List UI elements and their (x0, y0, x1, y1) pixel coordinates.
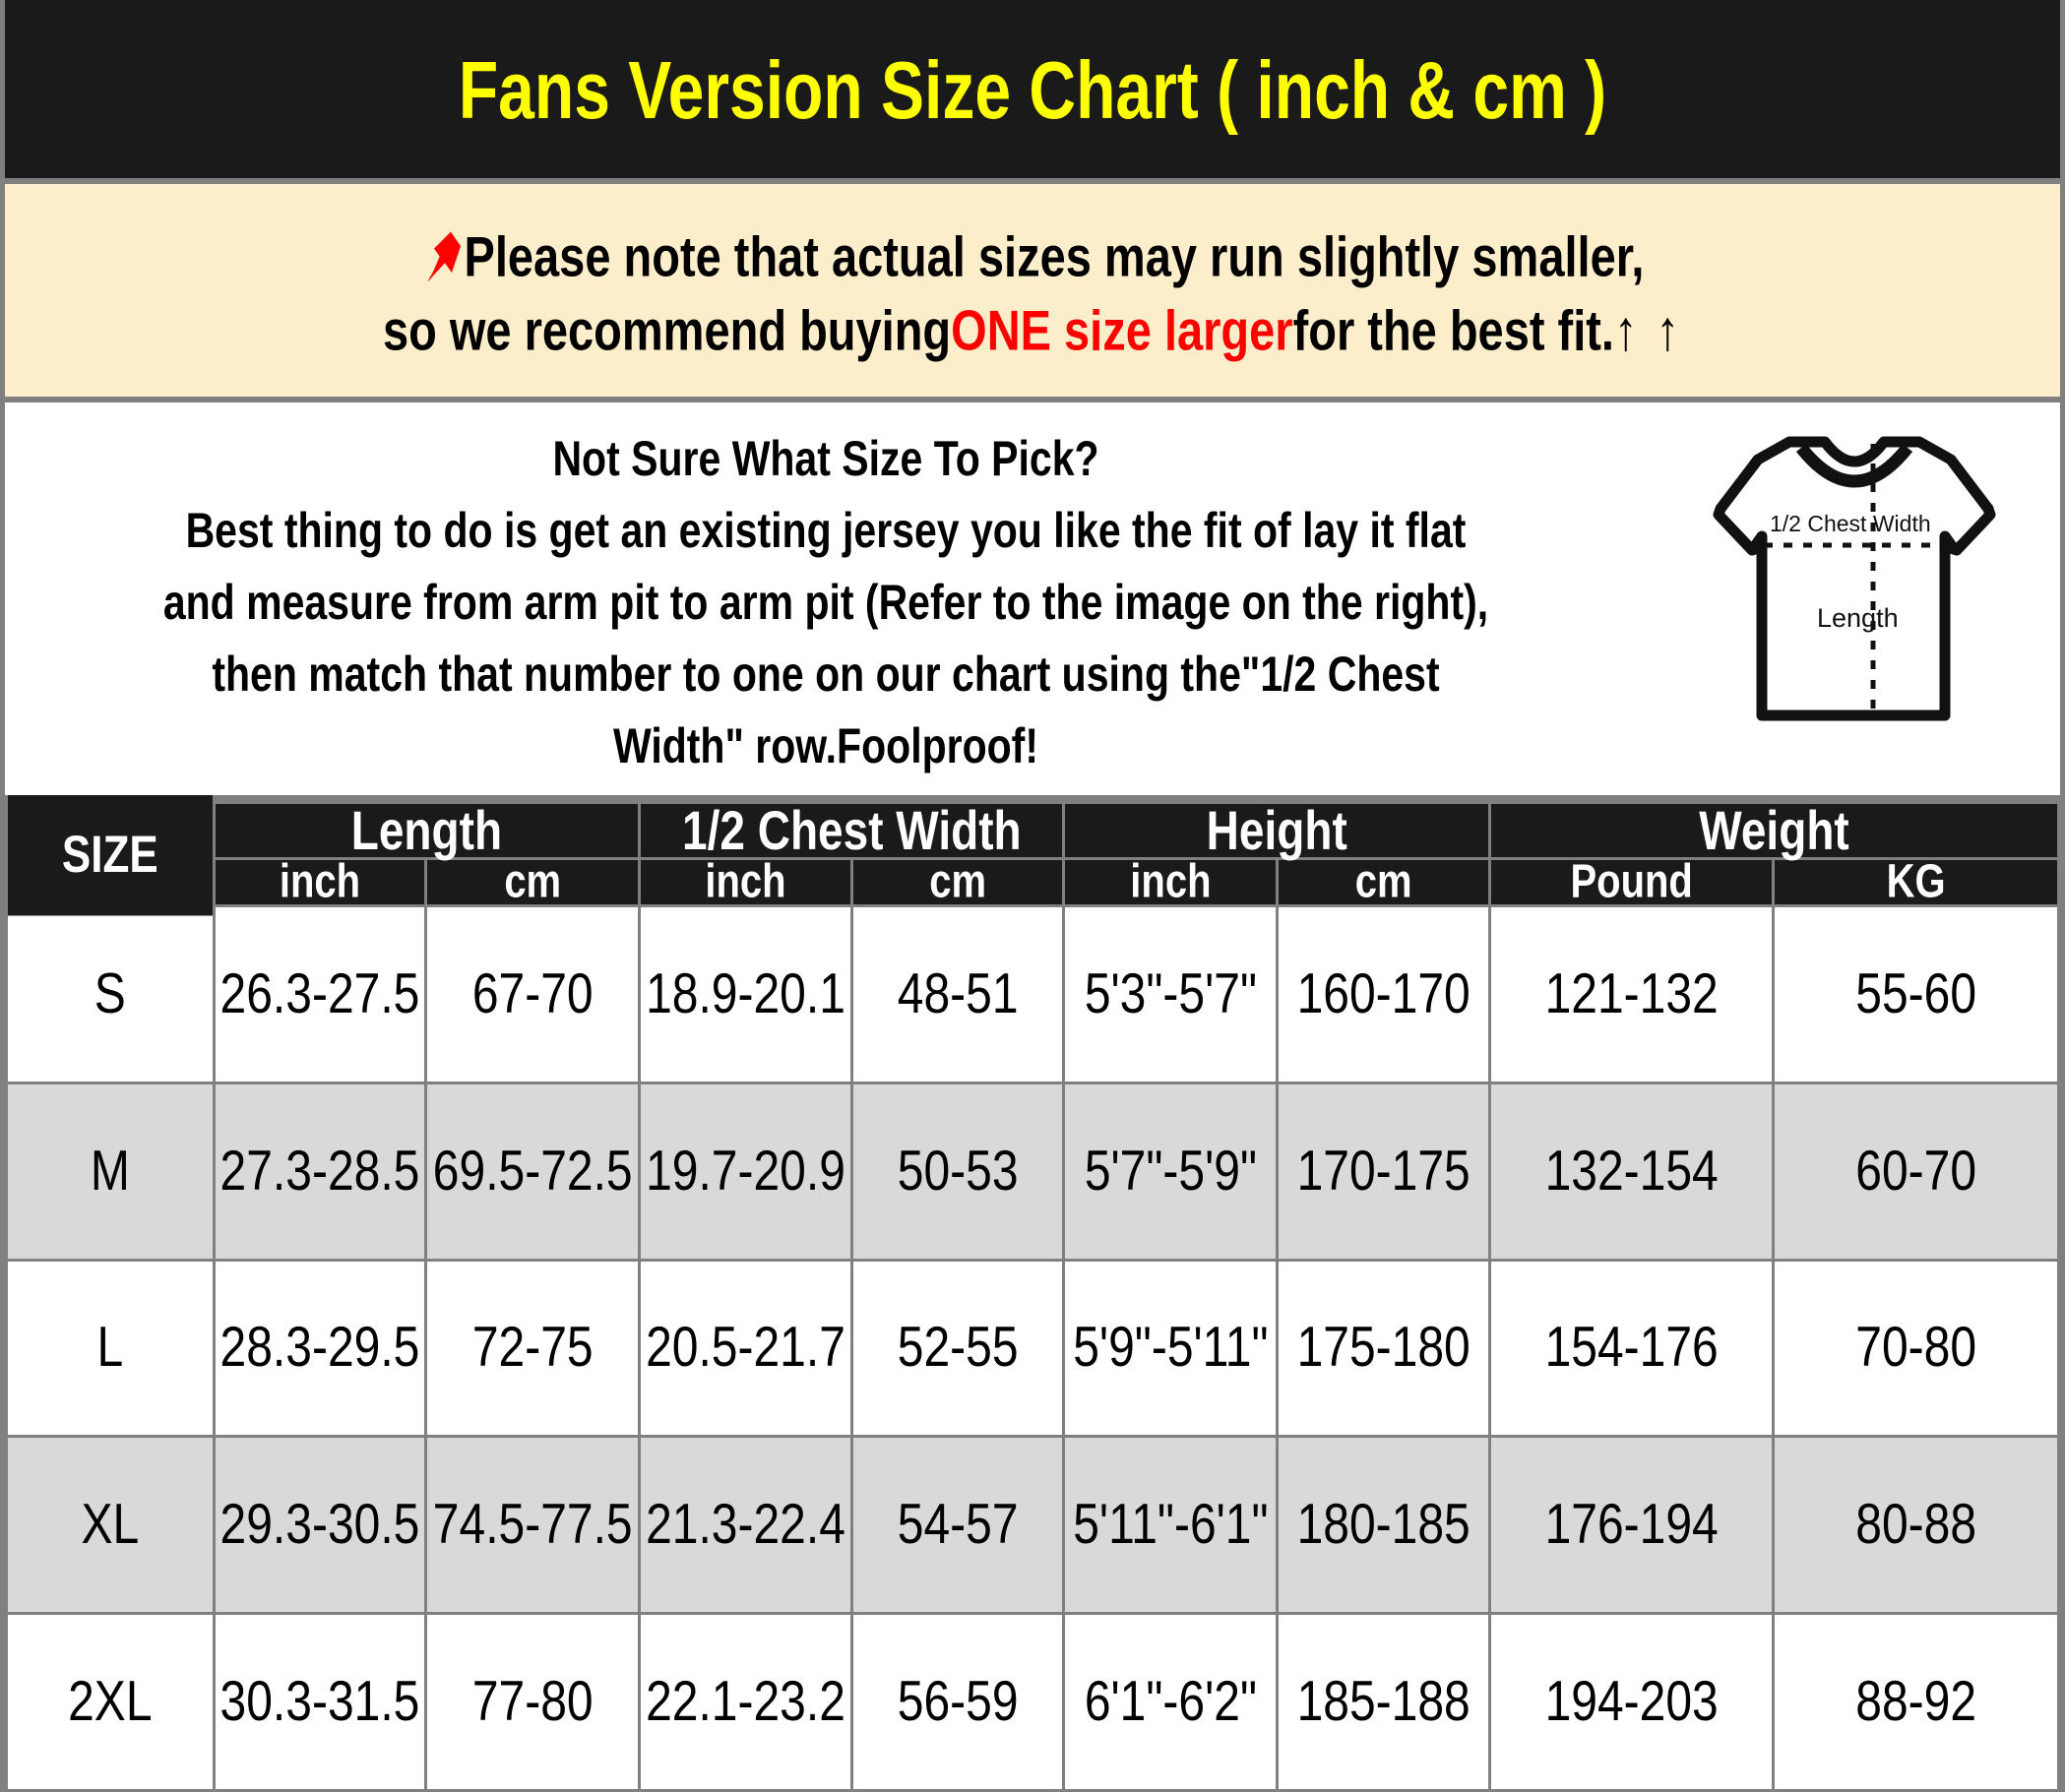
info-text-block: Not Sure What Size To Pick? Best thing t… (5, 402, 1647, 795)
header-group-length: Length (212, 800, 642, 861)
note-text-1: Please note that actual sizes may run sl… (464, 224, 1645, 288)
cell-length-inch: 28.3-29.5 (212, 1258, 428, 1439)
cell-height-cm: 185-188 (1276, 1612, 1491, 1792)
header-weight-kg: KG (1772, 856, 2060, 907)
table-group-header-row: SIZE Length 1/2 Chest Width Height Weigh… (5, 790, 2060, 918)
cell-size: 2XL (5, 1612, 216, 1792)
cell-height-inch: 5'9"-5'11" (1062, 1258, 1280, 1439)
header-height-cm: cm (1276, 856, 1491, 907)
cell-weight-pound: 176-194 (1487, 1435, 1776, 1616)
arrow-up-icon: ↑ ↑ (1613, 298, 1683, 362)
tshirt-diagram-wrap: 1/2 Chest Width Length (1647, 402, 2060, 745)
cell-chest-cm: 52-55 (849, 1258, 1066, 1439)
table-row: L 28.3-29.5 72-75 20.5-21.7 52-55 5'9"-5… (5, 1258, 2060, 1439)
cell-chest-cm: 48-51 (849, 904, 1066, 1084)
size-table: SIZE Length 1/2 Chest Width Height Weigh… (5, 790, 2060, 1792)
info-section: Not Sure What Size To Pick? Best thing t… (5, 402, 2060, 801)
note-text-2a: so we recommend buying (382, 298, 952, 362)
cell-chest-cm: 56-59 (849, 1612, 1066, 1792)
cell-weight-kg: 55-60 (1772, 904, 2060, 1084)
cell-length-cm: 69.5-72.5 (424, 1081, 642, 1262)
header-length-inch: inch (212, 856, 428, 907)
cell-length-cm: 67-70 (424, 904, 642, 1084)
note-text-2b: for the best fit. (1292, 298, 1614, 362)
cell-weight-kg: 88-92 (1772, 1612, 2060, 1792)
header-height-inch: inch (1062, 856, 1280, 907)
header-size: SIZE (5, 790, 216, 918)
cell-height-cm: 180-185 (1276, 1435, 1491, 1616)
size-table-wrap: SIZE Length 1/2 Chest Width Height Weigh… (5, 790, 2060, 1792)
cell-size: M (5, 1081, 216, 1262)
cell-size: S (5, 904, 216, 1084)
cell-length-inch: 27.3-28.5 (212, 1081, 428, 1262)
header-group-weight: Weight (1488, 800, 2060, 861)
cell-height-inch: 6'1"-6'2" (1062, 1612, 1280, 1792)
cell-length-inch: 26.3-27.5 (212, 904, 428, 1084)
cell-size: L (5, 1258, 216, 1439)
page-title: Fans Version Size Chart ( inch & cm ) (458, 43, 1607, 135)
header-weight-pound: Pound (1487, 856, 1776, 907)
cell-height-cm: 170-175 (1276, 1081, 1491, 1262)
cell-size: XL (5, 1435, 216, 1616)
info-heading: Not Sure What Size To Pick? (552, 430, 1099, 486)
cell-chest-inch: 18.9-20.1 (638, 904, 853, 1084)
table-row: XL 29.3-30.5 74.5-77.5 21.3-22.4 54-57 5… (5, 1435, 2060, 1616)
cell-length-cm: 74.5-77.5 (424, 1435, 642, 1616)
info-line-4: Width" row.Foolproof! (613, 717, 1038, 773)
cell-height-inch: 5'7"-5'9" (1062, 1081, 1280, 1262)
cell-weight-pound: 121-132 (1487, 904, 1776, 1084)
note-line-1: Please note that actual sizes may run sl… (421, 224, 1645, 288)
cell-height-cm: 160-170 (1276, 904, 1491, 1084)
cell-chest-cm: 50-53 (849, 1081, 1066, 1262)
header-chest-inch: inch (638, 856, 853, 907)
chest-width-label: 1/2 Chest Width (1770, 511, 1931, 536)
cell-length-inch: 30.3-31.5 (212, 1612, 428, 1792)
header-chest-cm: cm (849, 856, 1066, 907)
cell-length-cm: 72-75 (424, 1258, 642, 1439)
cell-weight-pound: 132-154 (1487, 1081, 1776, 1262)
cell-weight-kg: 60-70 (1772, 1081, 2060, 1262)
note-banner: Please note that actual sizes may run sl… (5, 184, 2060, 402)
header-group-chest: 1/2 Chest Width (638, 800, 1066, 861)
cell-height-inch: 5'3"-5'7" (1062, 904, 1280, 1084)
title-bar: Fans Version Size Chart ( inch & cm ) (5, 0, 2060, 184)
table-row: S 26.3-27.5 67-70 18.9-20.1 48-51 5'3"-5… (5, 904, 2060, 1084)
table-row: M 27.3-28.5 69.5-72.5 19.7-20.9 50-53 5'… (5, 1081, 2060, 1262)
info-line-2: and measure from arm pit to arm pit (Ref… (162, 574, 1489, 630)
cell-chest-inch: 19.7-20.9 (638, 1081, 853, 1262)
pushpin-icon (421, 228, 463, 283)
table-row: 2XL 30.3-31.5 77-80 22.1-23.2 56-59 6'1"… (5, 1612, 2060, 1792)
cell-chest-cm: 54-57 (849, 1435, 1066, 1616)
info-line-1: Best thing to do is get an existing jers… (185, 502, 1467, 558)
cell-weight-kg: 80-88 (1772, 1435, 2060, 1616)
cell-height-cm: 175-180 (1276, 1258, 1491, 1439)
cell-chest-inch: 22.1-23.2 (638, 1612, 853, 1792)
header-length-cm: cm (424, 856, 642, 907)
info-line-3: then match that number to one on our cha… (212, 646, 1440, 702)
cell-length-cm: 77-80 (424, 1612, 642, 1792)
cell-weight-kg: 70-80 (1772, 1258, 2060, 1439)
cell-length-inch: 29.3-30.5 (212, 1435, 428, 1616)
cell-weight-pound: 154-176 (1487, 1258, 1776, 1439)
tshirt-measurement-diagram: 1/2 Chest Width Length (1713, 436, 1996, 721)
cell-weight-pound: 194-203 (1487, 1612, 1776, 1792)
note-line-2: so we recommend buying ONE size larger f… (383, 302, 1682, 358)
header-group-height: Height (1062, 800, 1491, 861)
cell-chest-inch: 20.5-21.7 (638, 1258, 853, 1439)
length-label: Length (1817, 603, 1899, 633)
cell-chest-inch: 21.3-22.4 (638, 1435, 853, 1616)
table-unit-header-row: inch cm inch cm inch cm Pound KG (7, 856, 2060, 907)
cell-height-inch: 5'11"-6'1" (1062, 1435, 1280, 1616)
note-highlight: ONE size larger (951, 298, 1293, 362)
